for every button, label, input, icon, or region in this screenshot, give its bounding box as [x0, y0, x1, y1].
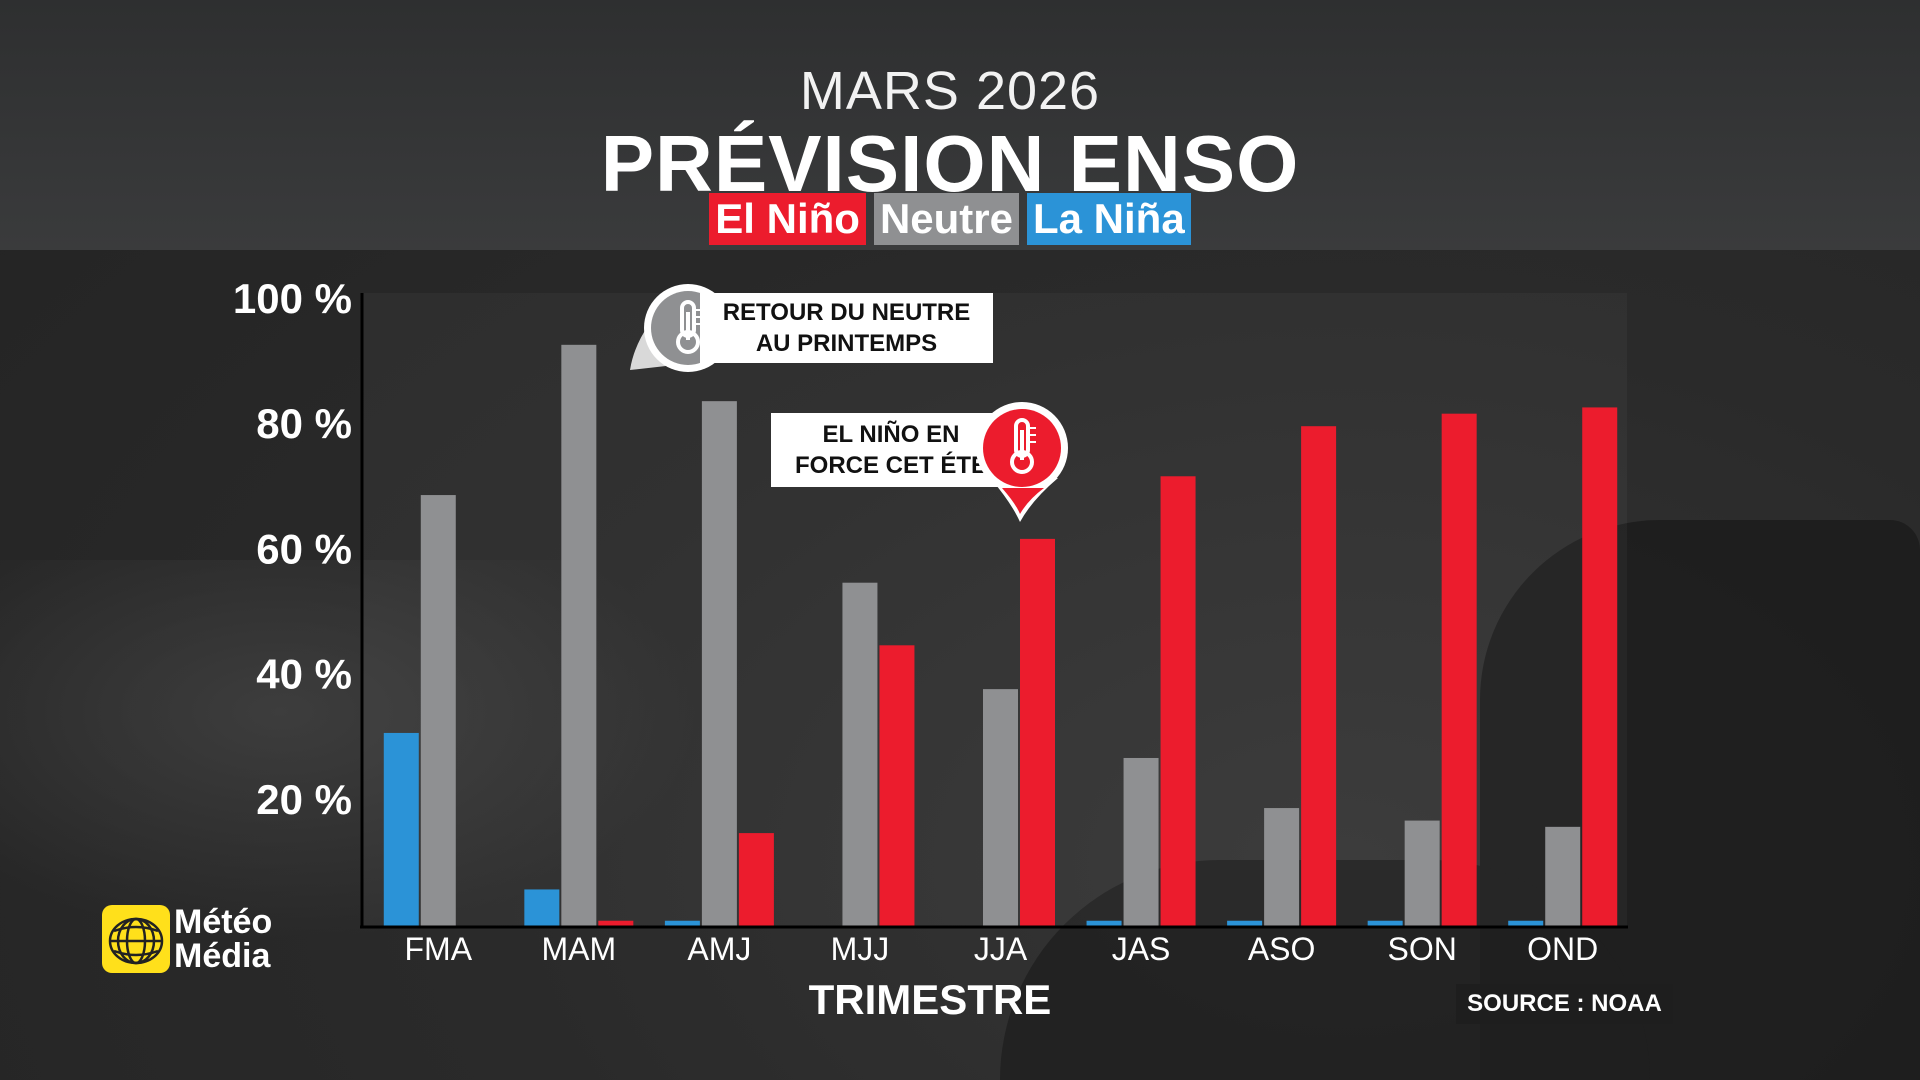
bar-la-nina-ond [1508, 920, 1544, 927]
legend-neutral: Neutre [873, 193, 1019, 245]
y-tick-label: 100 % [233, 275, 352, 322]
bar-el-nino-mam [598, 920, 634, 927]
x-tick-label: SON [1387, 931, 1456, 967]
callout-el-nino: EL NIÑO EN FORCE CET ÉTÉ [771, 413, 1011, 487]
bar-neutral-aso [1264, 808, 1300, 927]
callout-text: AU PRINTEMPS [755, 330, 938, 357]
bar-la-nina-aso [1227, 920, 1263, 927]
bar-el-nino-jas [1160, 476, 1196, 927]
meteomedia-logo-text: Météo Média [174, 903, 273, 975]
bar-la-nina-son [1367, 920, 1403, 927]
bar-neutral-jas [1123, 757, 1159, 927]
x-tick-label: JJA [974, 931, 1028, 967]
bar-la-nina-mam [524, 889, 560, 927]
chart-date: MARS 2026 [799, 61, 1101, 121]
bar-neutral-ond [1545, 826, 1581, 927]
meteomedia-logo-icon [102, 905, 170, 973]
x-tick-label: MJJ [831, 931, 890, 967]
bar-el-nino-mjj [879, 645, 915, 927]
bar-la-nina-fma [383, 732, 419, 927]
x-tick-label: AMJ [687, 931, 751, 967]
bar-neutral-amj [701, 401, 737, 927]
bar-neutral-mam [561, 344, 597, 927]
callout-text: EL NIÑO EN [822, 421, 960, 448]
bar-neutral-jja [983, 689, 1018, 927]
source-label: SOURCE : NOAA [1456, 984, 1673, 1024]
bar-la-nina-amj [664, 920, 700, 927]
bar-neutral-fma [420, 495, 456, 927]
bar-el-nino-aso [1301, 426, 1337, 927]
y-tick-label: 80 % [256, 400, 352, 447]
thermometer-pin-el-nino [976, 402, 1068, 522]
bar-el-nino-ond [1582, 407, 1618, 927]
x-tick-label: FMA [405, 931, 473, 967]
callout-text: FORCE CET ÉTÉ [794, 452, 987, 479]
bar-el-nino-amj [738, 833, 774, 927]
x-tick-label: ASO [1248, 931, 1316, 967]
x-tick-label: MAM [542, 931, 617, 967]
x-tick-label: JAS [1112, 931, 1171, 967]
thermometer-icon [1010, 418, 1036, 474]
legend-el-nino: El Niño [709, 193, 866, 245]
legend: El Niño Neutre La Niña [0, 193, 1900, 245]
callout-neutral-return: RETOUR DU NEUTRE AU PRINTEMPS [700, 293, 993, 363]
y-tick-label: 20 % [256, 776, 352, 823]
thermometer-icon [676, 300, 702, 354]
legend-la-nina: La Niña [1027, 193, 1191, 245]
bar-neutral-son [1404, 820, 1440, 927]
x-tick-label: OND [1527, 931, 1598, 967]
y-tick-label: 60 % [256, 525, 352, 572]
x-axis-label: TRIMESTRE [809, 976, 1052, 1023]
bar-la-nina-jas [1086, 920, 1122, 927]
bar-el-nino-jja [1020, 538, 1055, 927]
bar-neutral-mjj [842, 582, 878, 927]
bar-el-nino-son [1441, 413, 1477, 927]
y-tick-label: 40 % [256, 651, 352, 698]
callout-text: RETOUR DU NEUTRE [722, 299, 971, 326]
